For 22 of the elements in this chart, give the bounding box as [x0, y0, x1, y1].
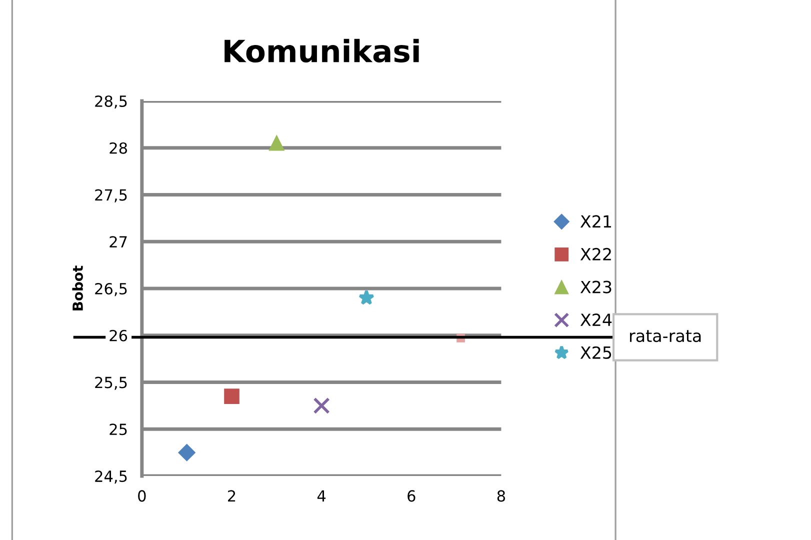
y-tick-label: 24,5	[95, 470, 127, 484]
y-axis-title: Bobot	[72, 266, 83, 310]
y-tick-label: 28,5	[95, 95, 127, 109]
y-tick-label: 28	[110, 142, 127, 154]
y-tick-label: 27,5	[95, 189, 127, 202]
y-tick-label: 26,5	[95, 282, 127, 296]
x-tick-label: 0	[138, 490, 146, 502]
legend-label: X22	[580, 248, 611, 260]
legend-label: X23	[580, 280, 612, 294]
legend-label: X24	[580, 314, 612, 326]
y-tick-label: 25,5	[95, 376, 127, 390]
x-tick-label: 2	[228, 490, 236, 502]
legend-label: X25	[580, 346, 612, 359]
x-tick-label: 8	[497, 490, 506, 502]
ref-line-label: rata-rata	[630, 330, 701, 342]
x-tick-label: 6	[408, 490, 416, 502]
x-tick-label: 4	[317, 490, 326, 502]
y-tick-label: 25	[110, 424, 127, 436]
legend-label: X21	[580, 215, 612, 228]
y-tick-label: 27	[110, 236, 127, 248]
y-tick-label: 26	[110, 330, 128, 342]
chart-title: Komunikasi	[224, 38, 419, 63]
